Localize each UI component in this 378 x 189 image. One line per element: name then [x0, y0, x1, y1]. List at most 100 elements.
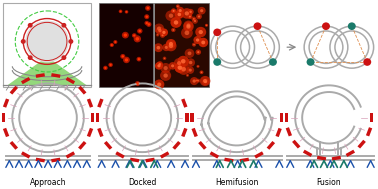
Bar — [185, 113, 189, 122]
Circle shape — [183, 21, 194, 30]
Circle shape — [197, 66, 198, 67]
Bar — [9, 141, 18, 150]
Circle shape — [155, 62, 163, 70]
Circle shape — [108, 63, 113, 67]
Circle shape — [187, 51, 191, 55]
Bar — [36, 158, 45, 162]
Bar — [224, 158, 234, 162]
Bar — [172, 141, 181, 150]
Bar — [97, 128, 104, 137]
Bar — [115, 151, 125, 159]
Circle shape — [174, 63, 184, 72]
Circle shape — [135, 81, 140, 86]
Circle shape — [171, 64, 174, 67]
Bar — [87, 98, 93, 108]
Circle shape — [197, 65, 200, 68]
Bar — [190, 113, 194, 122]
Bar — [292, 140, 301, 149]
Bar — [198, 141, 207, 150]
Bar — [9, 86, 18, 94]
Text: Hemifusion: Hemifusion — [215, 178, 258, 187]
Bar — [285, 113, 288, 122]
Bar — [280, 113, 283, 122]
Circle shape — [61, 23, 67, 28]
Circle shape — [178, 56, 189, 67]
Circle shape — [166, 10, 177, 21]
Circle shape — [28, 23, 33, 28]
Circle shape — [169, 14, 173, 18]
Circle shape — [119, 10, 122, 13]
Bar — [209, 151, 219, 159]
Circle shape — [178, 64, 189, 75]
Circle shape — [132, 33, 136, 38]
Bar — [370, 113, 373, 122]
Text: Docked: Docked — [128, 178, 156, 187]
Bar — [160, 151, 169, 159]
Circle shape — [166, 39, 176, 49]
Circle shape — [348, 22, 356, 30]
Circle shape — [174, 58, 184, 68]
Circle shape — [146, 7, 149, 9]
FancyBboxPatch shape — [99, 3, 153, 87]
Circle shape — [114, 41, 116, 43]
Circle shape — [196, 38, 199, 42]
Circle shape — [198, 15, 200, 18]
Circle shape — [183, 22, 194, 32]
Circle shape — [110, 43, 114, 47]
Circle shape — [134, 35, 141, 42]
Circle shape — [186, 66, 194, 74]
Circle shape — [125, 10, 128, 14]
Circle shape — [157, 82, 161, 86]
Circle shape — [160, 70, 171, 81]
Bar — [240, 158, 249, 162]
Circle shape — [197, 51, 200, 53]
Circle shape — [123, 57, 130, 63]
Circle shape — [184, 31, 189, 35]
Circle shape — [178, 13, 181, 16]
Circle shape — [165, 40, 177, 51]
Circle shape — [196, 79, 200, 83]
Circle shape — [181, 27, 193, 39]
Circle shape — [136, 57, 141, 61]
Bar — [87, 128, 93, 137]
Circle shape — [146, 15, 148, 18]
Circle shape — [160, 63, 171, 73]
Circle shape — [175, 10, 184, 19]
Circle shape — [201, 72, 202, 73]
Circle shape — [181, 59, 186, 64]
Circle shape — [28, 55, 33, 60]
Bar — [303, 150, 312, 157]
Circle shape — [187, 75, 188, 76]
Circle shape — [172, 10, 175, 12]
Circle shape — [213, 29, 221, 36]
Circle shape — [159, 63, 161, 65]
Circle shape — [189, 61, 192, 64]
Circle shape — [195, 79, 198, 82]
Circle shape — [198, 38, 208, 47]
Bar — [286, 127, 292, 136]
Circle shape — [164, 66, 168, 70]
Circle shape — [120, 54, 125, 59]
Circle shape — [193, 18, 195, 20]
Circle shape — [124, 33, 127, 37]
Bar — [266, 141, 275, 150]
Circle shape — [198, 30, 203, 34]
Circle shape — [169, 62, 177, 70]
Circle shape — [254, 22, 262, 30]
Bar — [97, 98, 104, 108]
Circle shape — [200, 9, 203, 12]
Bar — [366, 127, 372, 136]
Circle shape — [186, 23, 191, 27]
Circle shape — [135, 37, 139, 41]
Circle shape — [160, 28, 168, 36]
Circle shape — [161, 34, 164, 36]
Bar — [66, 77, 75, 84]
Circle shape — [190, 77, 198, 85]
Circle shape — [213, 58, 221, 66]
Circle shape — [170, 17, 181, 28]
Circle shape — [162, 31, 166, 34]
Circle shape — [193, 44, 195, 45]
Circle shape — [119, 11, 121, 12]
Circle shape — [169, 44, 173, 48]
Circle shape — [177, 66, 181, 69]
